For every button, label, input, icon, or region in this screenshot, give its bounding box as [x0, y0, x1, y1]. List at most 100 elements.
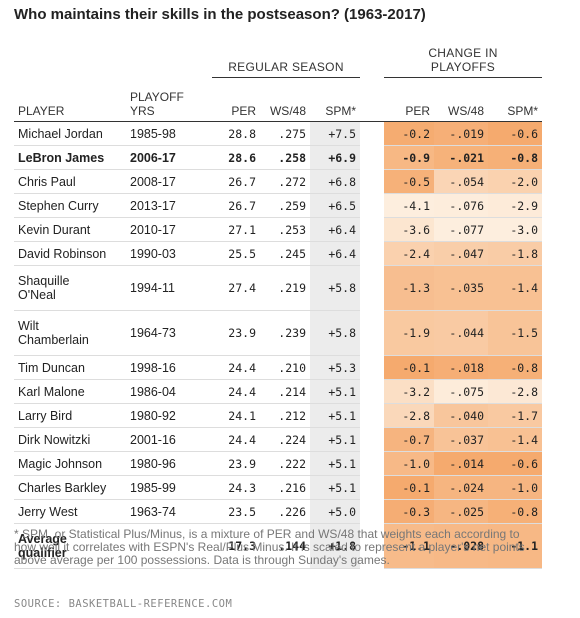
years-cell: 1964-73: [126, 310, 212, 356]
spacer: [360, 452, 384, 476]
player-cell: Stephen Curry: [14, 193, 126, 218]
stat-cell: -1.0: [488, 475, 543, 500]
stat-cell: .245: [260, 241, 310, 266]
stat-cell: 23.9: [212, 451, 260, 476]
stat-cell: -0.7: [384, 427, 435, 452]
stat-cell: -.028: [434, 523, 489, 569]
stat-cell: -0.8: [488, 145, 543, 170]
stat-cell: -1.5: [488, 310, 543, 356]
player-cell: Magic Johnson: [14, 451, 126, 476]
stat-cell: -2.0: [488, 169, 543, 194]
stat-cell: +6.8: [310, 169, 361, 194]
stat-cell: 26.7: [212, 193, 260, 218]
table-row: LeBron James 2006-17 28.6.258 +6.9 -0.9 -.021…: [14, 145, 543, 170]
stat-cell: +5.1: [310, 403, 361, 428]
stat-cell: +6.4: [310, 217, 361, 242]
years-cell: 2001-16: [126, 427, 212, 452]
stat-cell: .219: [260, 265, 310, 311]
stat-cell: -.035: [434, 265, 489, 311]
spacer: [360, 146, 384, 170]
stat-cell: 24.1: [212, 403, 260, 428]
stat-cell: -0.8: [488, 355, 543, 380]
player-cell: Larry Bird: [14, 403, 126, 428]
stat-cell: +6.5: [310, 193, 361, 218]
years-cell: 1994-11: [126, 265, 212, 311]
stat-cell: -0.1: [384, 355, 435, 380]
stat-cell: -1.3: [384, 265, 435, 311]
stat-cell: +5.1: [310, 475, 361, 500]
spacer: [360, 77, 385, 122]
player-cell: Average qualifier: [14, 523, 126, 569]
column-header: WS/48: [434, 77, 489, 122]
stat-cell: -.047: [434, 241, 489, 266]
table-row: Tim Duncan 1998-16 24.4.210 +5.3 -0.1 -.018 -0…: [14, 355, 543, 380]
column-header: SPM*: [488, 77, 543, 122]
spacer: [360, 242, 384, 266]
stat-cell: -.021: [434, 145, 489, 170]
years-cell: 2013-17: [126, 193, 212, 218]
stat-cell: -0.2: [384, 121, 435, 146]
stat-cell: 27.1: [212, 217, 260, 242]
stat-cell: +5.8: [310, 265, 361, 311]
stat-cell: 28.8: [212, 121, 260, 146]
stat-cell: -1.9: [384, 310, 435, 356]
years-cell: 1985-98: [126, 121, 212, 146]
stat-cell: -2.8: [488, 379, 543, 404]
spacer: [360, 356, 384, 380]
column-header: WS/48: [260, 77, 310, 122]
table-row: Jerry West 1963-74 23.5.226 +5.0 -0.3 -.025 -0…: [14, 499, 543, 524]
column-header: PER: [384, 77, 435, 122]
stat-cell: -0.9: [384, 145, 435, 170]
stat-cell: -2.4: [384, 241, 435, 266]
column-header-row: PLAYER PLAYOFF YRS PER WS/48 SPM* PER WS/48 SPM…: [14, 77, 543, 122]
column-header: SPM*: [310, 77, 361, 122]
player-cell: David Robinson: [14, 241, 126, 266]
spacer: [360, 122, 384, 146]
stat-cell: -0.8: [488, 499, 543, 524]
stat-cell: 24.3: [212, 475, 260, 500]
column-header: PLAYER: [14, 77, 126, 122]
stat-cell: 26.7: [212, 169, 260, 194]
player-cell: Dirk Nowitzki: [14, 427, 126, 452]
stat-cell: +6.4: [310, 241, 361, 266]
years-cell: 1986-04: [126, 379, 212, 404]
stat-cell: 23.9: [212, 310, 260, 356]
stat-cell: -.019: [434, 121, 489, 146]
stat-cell: .226: [260, 499, 310, 524]
stat-cell: +1.8: [310, 523, 361, 569]
stat-cell: .224: [260, 427, 310, 452]
stat-cell: .144: [260, 523, 310, 569]
spacer: [360, 500, 384, 524]
stat-cell: .210: [260, 355, 310, 380]
stat-cell: -1.8: [488, 241, 543, 266]
table-row: Stephen Curry 2013-17 26.7.259 +6.5 -4.1 -.07…: [14, 193, 543, 218]
player-cell: LeBron James: [14, 145, 126, 170]
player-cell: Karl Malone: [14, 379, 126, 404]
group-header: CHANGE IN PLAYOFFS: [384, 40, 543, 78]
stat-cell: .222: [260, 451, 310, 476]
stat-cell: -3.2: [384, 379, 435, 404]
spacer: [360, 404, 384, 428]
player-cell: Tim Duncan: [14, 355, 126, 380]
table-row: Dirk Nowitzki 2001-16 24.4.224 +5.1 -0.7 -.03…: [14, 427, 543, 452]
table-row: Charles Barkley 1985-99 24.3.216 +5.1 -0.1 -.…: [14, 475, 543, 500]
stat-cell: +5.1: [310, 427, 361, 452]
stat-cell: .239: [260, 310, 310, 356]
stat-cell: .253: [260, 217, 310, 242]
table-row: Shaquille O'Neal 1994-11 27.4.219 +5.8 -1.3-…: [14, 265, 543, 311]
player-cell: Jerry West: [14, 499, 126, 524]
spacer: [14, 40, 212, 78]
column-header: PLAYOFF YRS: [126, 77, 212, 122]
spacer: [360, 194, 384, 218]
stat-cell: -1.4: [488, 265, 543, 311]
years-cell: 2010-17: [126, 217, 212, 242]
years-cell: 1980-96: [126, 451, 212, 476]
table-row: Karl Malone 1986-04 24.4.214 +5.1 -3.2 -.075-…: [14, 379, 543, 404]
source: SOURCE: BASKETBALL-REFERENCE.COM: [14, 598, 233, 610]
stat-cell: -.076: [434, 193, 489, 218]
stat-cell: -3.0: [488, 217, 543, 242]
stat-cell: -2.9: [488, 193, 543, 218]
spacer: [360, 311, 384, 356]
stat-cell: 27.4: [212, 265, 260, 311]
stat-cell: .258: [260, 145, 310, 170]
